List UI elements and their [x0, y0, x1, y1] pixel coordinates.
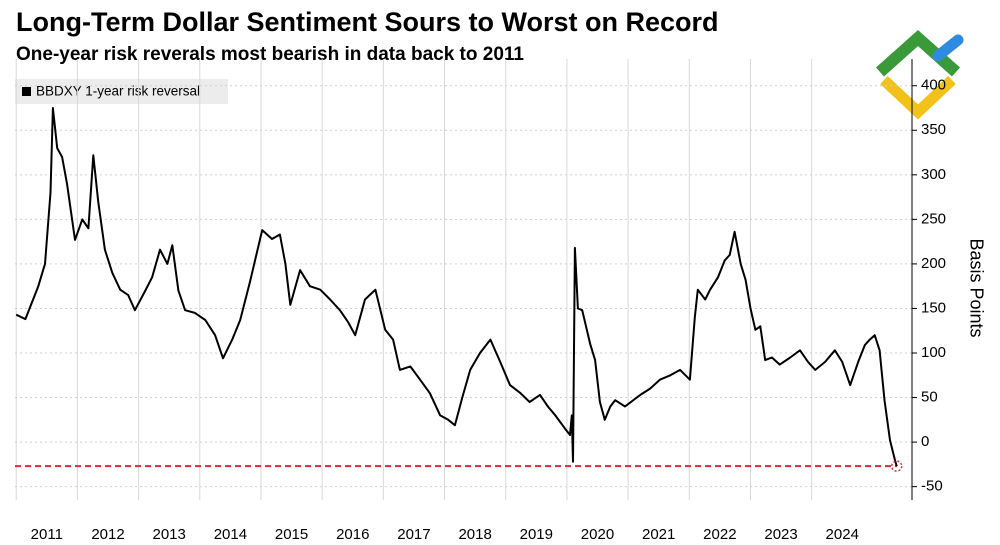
chart-subtitle: One-year risk reverals most bearish in d…	[16, 44, 524, 65]
y-tick-label: 0	[921, 433, 929, 450]
x-tick-label: 2023	[764, 526, 797, 543]
x-tick-label: 2018	[458, 526, 491, 543]
x-tick-label: 2024	[826, 526, 859, 543]
y-axis-label: Basis Points	[966, 238, 986, 337]
x-tick-label: 2014	[214, 526, 247, 543]
y-tick-label: 50	[921, 389, 938, 406]
series-line	[15, 107, 898, 467]
y-tick-label: 350	[921, 121, 946, 138]
y-tick-label: 150	[921, 299, 946, 316]
legend-box	[15, 79, 228, 104]
chart-title: Long-Term Dollar Sentiment Sours to Wors…	[16, 7, 719, 37]
y-tick-label: 100	[921, 344, 946, 361]
x-tick-label: 2017	[397, 526, 430, 543]
y-tick-label: 400	[921, 77, 946, 94]
x-tick-label: 2019	[520, 526, 553, 543]
y-tick-label: 200	[921, 255, 946, 272]
x-tick-label: 2011	[31, 526, 63, 543]
x-tick-label: 2020	[581, 526, 614, 543]
x-tick-label: 2022	[703, 526, 736, 543]
y-tick-label: 250	[921, 210, 946, 227]
x-tick-label: 2016	[336, 526, 369, 543]
x-tick-label: 2021	[642, 526, 675, 543]
y-tick-label: 300	[921, 166, 946, 183]
x-tick-label: 2012	[91, 526, 124, 543]
logo	[875, 29, 964, 120]
end-marker	[890, 460, 903, 472]
x-tick-label: 2015	[275, 526, 308, 543]
legend-swatch	[22, 87, 31, 96]
y-tick-label: -50	[921, 478, 943, 495]
x-tick-label: 2013	[153, 526, 186, 543]
